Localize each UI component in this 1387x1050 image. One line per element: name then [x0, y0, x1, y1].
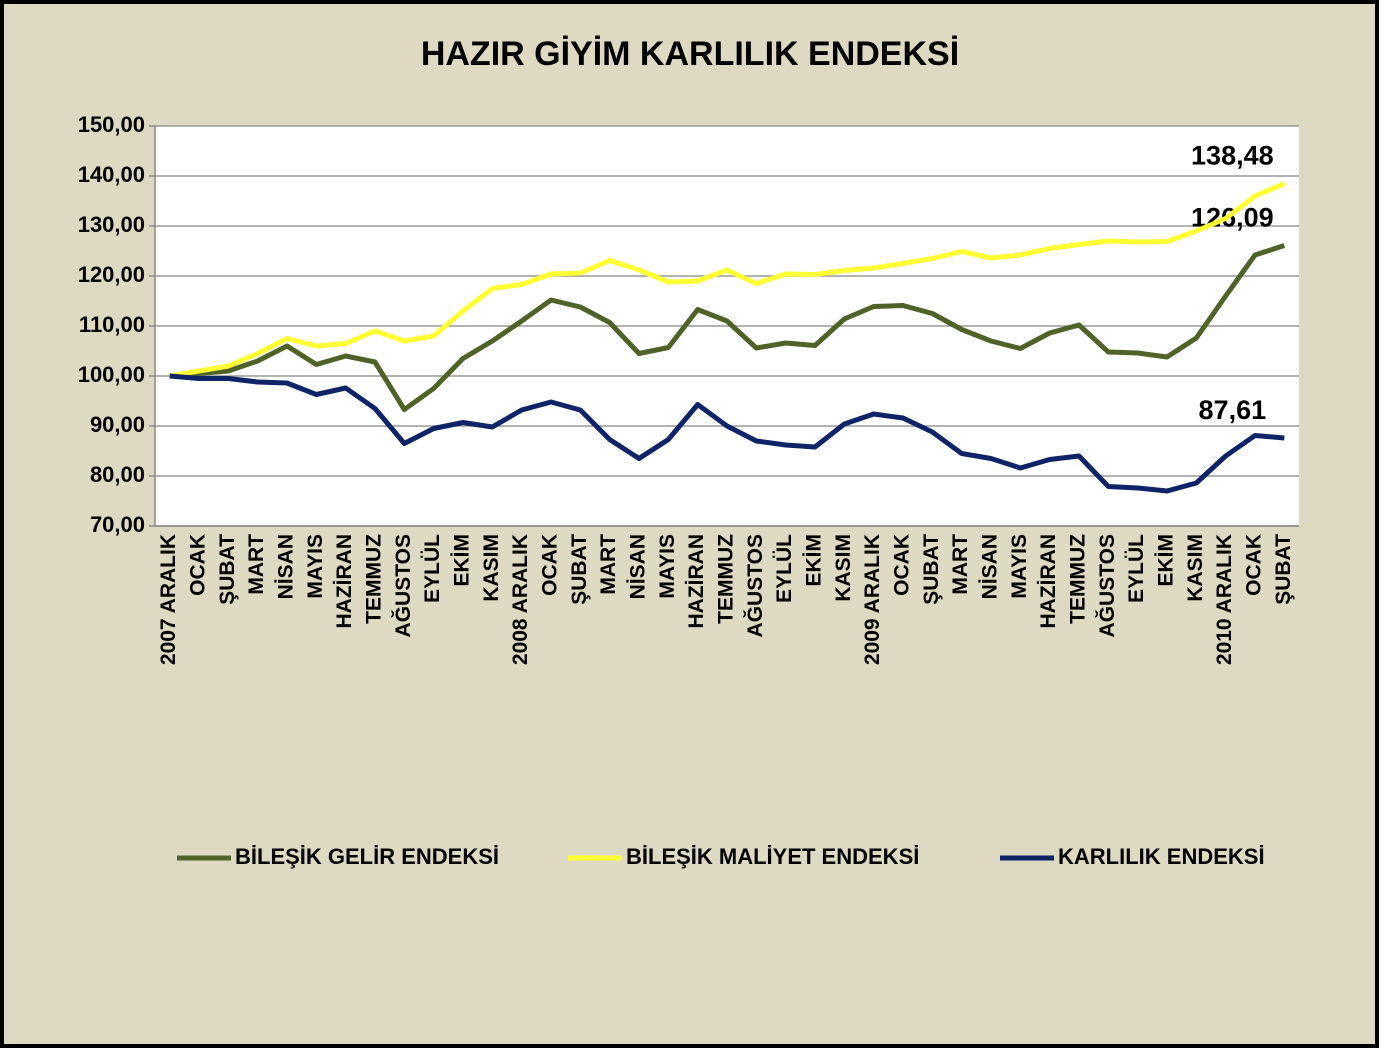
x-tick-label: ŞUBAT	[1272, 534, 1295, 605]
y-tick-label: 120,00	[78, 262, 145, 287]
x-tick-label: OCAK	[891, 534, 914, 596]
x-tick-label: EYLÜL	[421, 534, 444, 603]
series-line	[169, 181, 1286, 379]
x-tick-label: AĞUSTOS	[391, 534, 415, 637]
x-tick-label: OCAK	[1243, 534, 1266, 596]
data-label: 138,48	[1191, 141, 1274, 171]
x-tick-label: OCAK	[187, 534, 210, 596]
x-tick-label: ŞUBAT	[216, 534, 239, 605]
y-tick-label: 80,00	[90, 462, 145, 487]
x-tick-label: TEMMUZ	[363, 534, 386, 624]
x-tick-label: AĞUSTOS	[1095, 534, 1119, 637]
x-tick-label: KASIM	[480, 534, 503, 602]
x-tick-label: MART	[949, 534, 972, 595]
x-tick-label: AĞUSTOS	[743, 534, 767, 637]
x-tick-label: HAZİRAN	[685, 534, 708, 629]
x-tick-label: TEMMUZ	[715, 534, 738, 624]
y-tick-label: 70,00	[90, 512, 145, 537]
x-tick-label: KASIM	[832, 534, 855, 602]
y-tick-label: 90,00	[90, 412, 145, 437]
data-label: 87,61	[1199, 395, 1267, 425]
x-tick-label: ŞUBAT	[920, 534, 943, 605]
x-tick-label: MART	[597, 534, 620, 595]
x-tick-label: NİSAN	[627, 534, 650, 599]
chart-title: HAZIR GİYİM KARLILIK ENDEKSİ	[421, 35, 959, 73]
series-line	[169, 243, 1286, 412]
x-tick-label: TEMMUZ	[1067, 534, 1090, 624]
legend-label: BİLEŞİK GELİR ENDEKSİ	[235, 844, 499, 869]
x-tick-label: MAYIS	[1008, 534, 1031, 599]
y-tick-label: 140,00	[78, 162, 145, 187]
x-tick-label: EYLÜL	[1125, 534, 1148, 603]
x-tick-label: HAZİRAN	[333, 534, 356, 629]
x-tick-label: EKİM	[1155, 534, 1178, 587]
x-tick-label: MART	[245, 534, 268, 595]
x-tick-label: ŞUBAT	[568, 534, 591, 605]
y-tick-label: 100,00	[78, 362, 145, 387]
x-tick-label: 2007 ARALIK	[157, 534, 180, 665]
x-tick-label: EYLÜL	[773, 534, 796, 603]
x-tick-label: EKİM	[803, 534, 826, 587]
x-tick-label: NİSAN	[979, 534, 1002, 599]
y-tick-label: 150,00	[78, 112, 145, 137]
x-tick-label: EKİM	[451, 534, 474, 587]
x-tick-label: OCAK	[539, 534, 562, 596]
x-tick-label: 2008 ARALIK	[509, 534, 532, 665]
x-tick-label: 2010 ARALIK	[1213, 534, 1236, 665]
x-tick-label: MAYIS	[304, 534, 327, 599]
legend-label: BİLEŞİK MALİYET ENDEKSİ	[626, 844, 919, 869]
x-tick-label: KASIM	[1184, 534, 1207, 602]
x-tick-label: HAZİRAN	[1037, 534, 1060, 629]
series-line	[169, 373, 1285, 494]
x-tick-label: NİSAN	[275, 534, 298, 599]
legend-label: KARLILIK ENDEKSİ	[1058, 844, 1265, 869]
x-tick-label: 2009 ARALIK	[861, 534, 884, 665]
x-tick-label: MAYIS	[656, 534, 679, 599]
y-tick-label: 110,00	[79, 312, 145, 337]
y-tick-label: 130,00	[78, 212, 145, 237]
